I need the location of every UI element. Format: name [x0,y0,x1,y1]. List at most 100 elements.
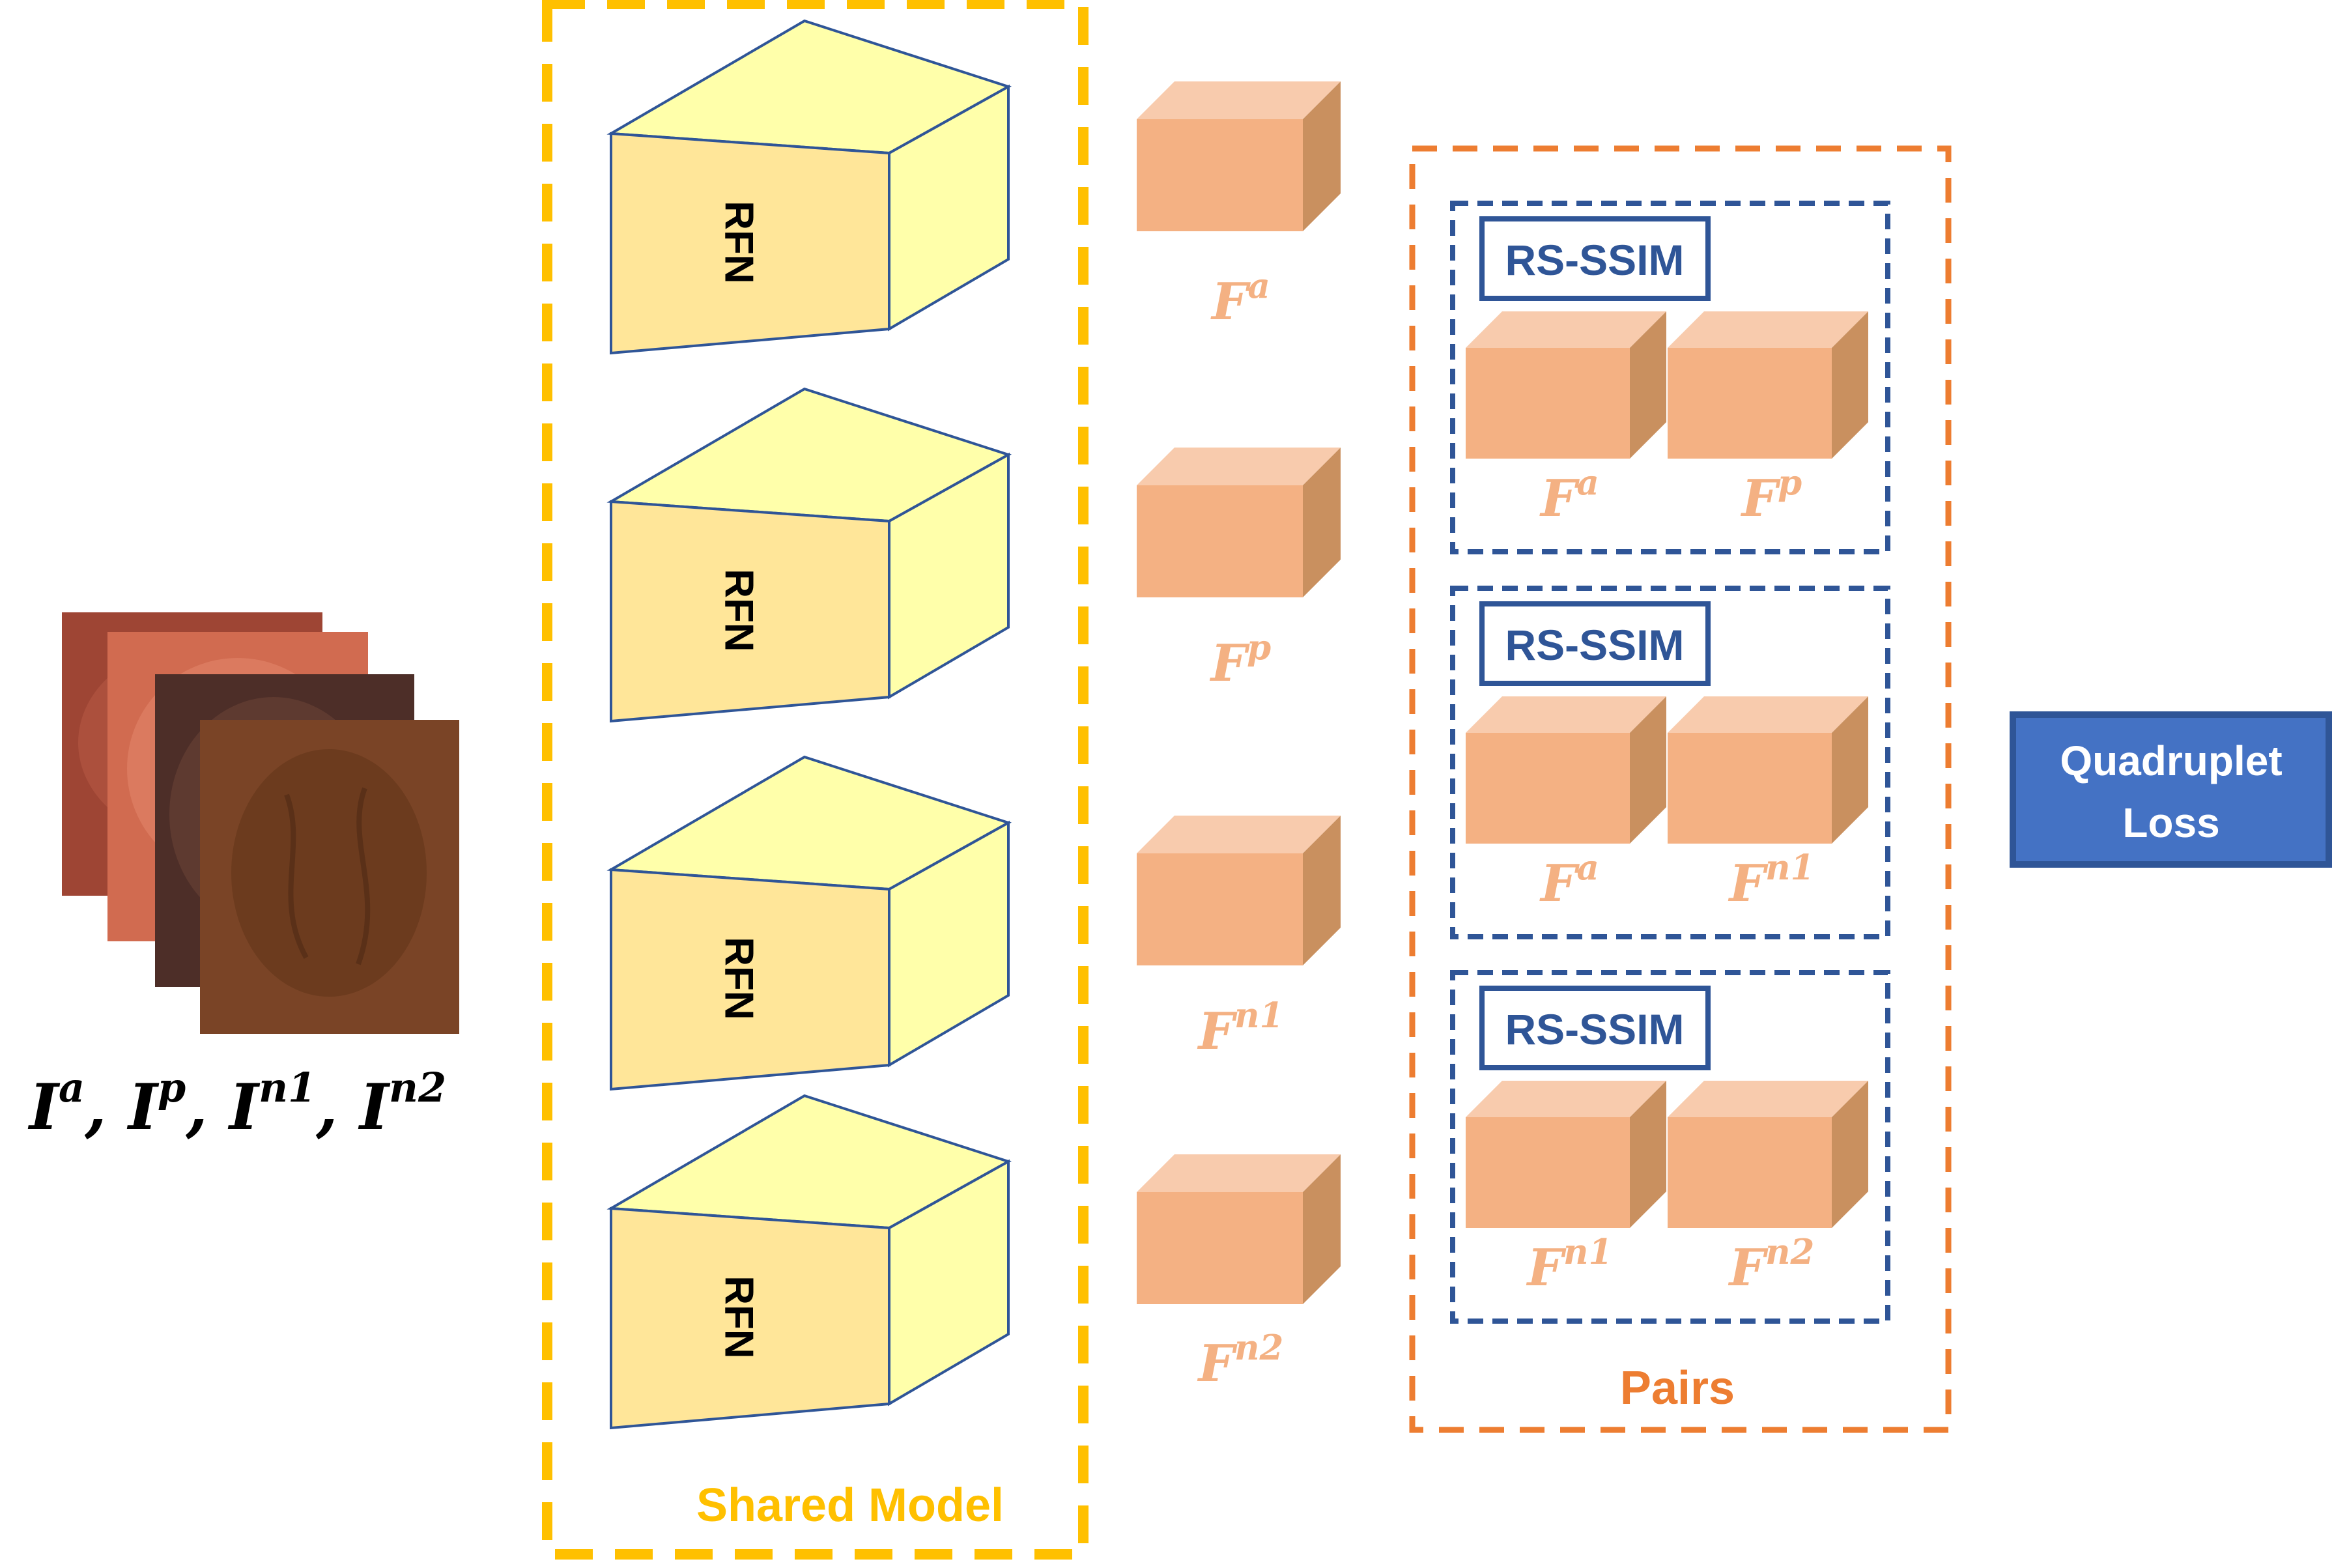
input-label-base: I [358,1070,391,1144]
rs-ssim-box [1479,986,1711,1070]
feature-label-base: F [1539,854,1580,913]
input-label-separator: , [185,1070,229,1144]
cube-side-face [1832,1081,1868,1228]
input-label-separator: , [84,1070,128,1144]
feature-label: Fn1 [1526,1232,1613,1298]
feature-label-base: F [1197,1002,1238,1061]
feature-cube [1137,448,1341,597]
shared-model-title: Shared Model [696,1479,1004,1532]
rfn-block-group: RFN RFN RFN RFN [606,19,1012,1430]
pair-group-border [1450,586,1890,939]
pair-cube-left [1466,696,1666,844]
feature-label-base: F [1197,1334,1238,1393]
feature-label: Fn2 [1197,1328,1284,1393]
cube-front-face [1668,348,1832,459]
feature-label-superscript: p [1778,463,1802,503]
rfn-block-front [610,500,890,723]
cube-top-face [1466,696,1666,733]
input-label-base: I [227,1070,261,1144]
feature-label-base: F [1526,1238,1567,1298]
pair-group-border [1450,970,1890,1324]
cube-top-face [1137,448,1341,485]
cube-top-face [1668,1081,1868,1117]
feature-label-superscript: a [1248,266,1270,306]
feature-label: Fa [1210,266,1270,332]
cube-side-face [1303,81,1341,231]
input-label-separator: , [315,1070,360,1144]
cube-top-face [1137,816,1341,853]
pairs-border [1409,145,1952,1433]
input-label-base: I [126,1070,160,1144]
cube-top-face [1668,696,1868,733]
feature-label-base: F [1539,469,1580,528]
rfn-label: RFN [717,201,761,283]
rfn-block: RFN [606,19,1012,355]
feature-label-superscript: n1 [1563,1232,1612,1272]
loss-label-line2: Loss [2122,799,2219,846]
input-image-stack [62,612,459,1034]
input-label-superscript: n1 [259,1064,316,1111]
cube-front-face [1466,348,1630,459]
pair-cube-left [1466,311,1666,459]
pair-cube-right [1668,311,1868,459]
feature-label-base: F [1728,1238,1769,1298]
negative2-image [200,720,459,1034]
feature-label-base: F [1741,469,1781,528]
cube-front-face [1137,1192,1303,1304]
cube-top-face [1466,311,1666,348]
cube-front-face [1466,1117,1630,1228]
feature-label-base: F [1728,854,1769,913]
rfn-label: RFN [717,937,761,1019]
feature-label-superscript: a [1577,463,1599,503]
feature-cube [1137,816,1341,965]
feature-label-superscript: n1 [1234,995,1283,1036]
feature-label: Fp [1210,627,1271,693]
rfn-block-front [610,1206,890,1430]
pairs-title: Pairs [1620,1362,1735,1414]
feature-label-superscript: n1 [1765,848,1814,888]
feature-label: Fn1 [1728,848,1815,913]
input-images-label: Ia, Ip, In1, In2 [27,1064,446,1144]
input-label-superscript: n2 [389,1064,446,1111]
cube-top-face [1137,81,1341,119]
pair-cube-left [1466,1081,1666,1228]
cube-top-face [1466,1081,1666,1117]
cube-side-face [1832,311,1868,459]
cube-front-face [1466,733,1630,844]
cube-side-face [1303,1154,1341,1304]
rs-ssim-label: RS-SSIM [1505,621,1684,669]
cube-side-face [1630,311,1666,459]
pair-cube-right [1668,696,1868,844]
pair-group-border [1450,201,1890,554]
cube-top-face [1668,311,1868,348]
rfn-block-front [610,868,890,1091]
feature-label-base: F [1210,272,1251,332]
shared-model-border [542,0,1089,1560]
cube-front-face [1668,733,1832,844]
cube-side-face [1630,1081,1666,1228]
rs-ssim-box [1479,216,1711,301]
cube-side-face [1303,816,1341,965]
feature-label-superscript: n2 [1765,1232,1814,1272]
cube-front-face [1137,485,1303,597]
cube-front-face [1137,119,1303,231]
cube-front-face [1137,853,1303,965]
feature-label-superscript: p [1247,627,1271,668]
input-label-superscript: p [158,1064,186,1111]
cube-front-face [1668,1117,1832,1228]
input-label-superscript: a [59,1064,85,1111]
feature-label-superscript: n2 [1234,1328,1283,1368]
feature-label: Fa [1539,463,1599,528]
rfn-label: RFN [717,569,761,651]
rs-ssim-label: RS-SSIM [1505,1005,1684,1053]
loss-label-line1: Quadruplet [2060,737,2282,784]
rfn-label: RFN [717,1276,761,1358]
feature-label: Fp [1741,463,1802,528]
rfn-block: RFN [606,1094,1012,1430]
cube-side-face [1630,696,1666,844]
